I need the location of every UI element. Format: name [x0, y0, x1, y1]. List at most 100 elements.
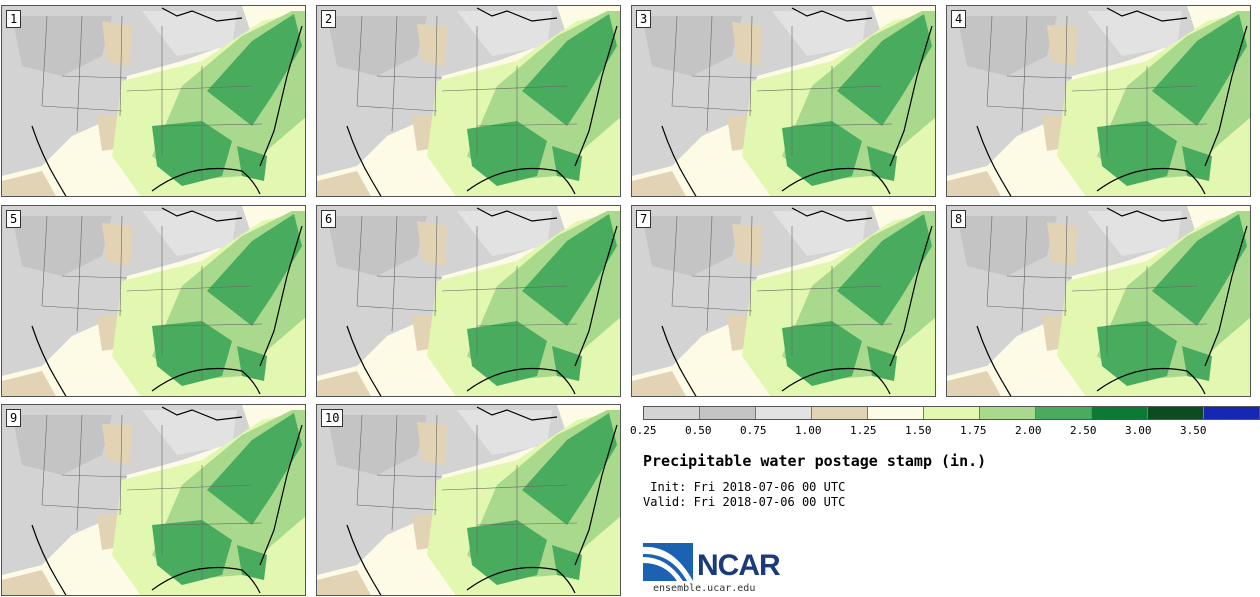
state-boundary — [41, 15, 48, 107]
panel-number: 3 — [636, 10, 652, 28]
moisture-patch — [947, 371, 1001, 396]
coastline — [161, 7, 243, 22]
state-boundary — [41, 305, 123, 312]
state-boundary — [356, 414, 363, 506]
coastline — [791, 7, 873, 22]
state-boundary — [119, 15, 123, 117]
dry-region — [1087, 211, 1182, 256]
state-boundary — [376, 474, 443, 478]
colorbar-segment — [867, 407, 923, 419]
coastline — [346, 524, 382, 595]
colorbar-segment — [699, 407, 755, 419]
coastline — [889, 25, 933, 167]
colorbar-tick-label: 0.75 — [740, 424, 767, 437]
state-boundary — [986, 215, 993, 307]
moisture-patch — [837, 214, 932, 326]
ncar-logo-text: NCAR — [697, 549, 781, 582]
moisture-patch — [632, 171, 686, 196]
moisture-patch — [102, 21, 132, 66]
moisture-patch — [102, 424, 132, 465]
coastline — [1204, 25, 1248, 167]
dry-region — [957, 216, 1057, 276]
state-boundary — [376, 275, 443, 279]
state-boundary — [161, 323, 263, 327]
coastline — [1106, 207, 1188, 222]
moisture-patch — [1152, 214, 1247, 326]
coastline — [1204, 225, 1248, 367]
coastline — [259, 424, 303, 566]
dry-region — [142, 410, 237, 455]
state-boundary — [41, 504, 123, 511]
colorbar-tick-label: 2.00 — [1015, 424, 1042, 437]
moisture-patch — [207, 14, 302, 126]
coastline — [346, 125, 382, 196]
coastline — [781, 368, 891, 395]
moisture-patch — [1182, 346, 1212, 381]
panel-number: 5 — [6, 210, 22, 228]
state-boundary — [356, 215, 363, 307]
colorbar-segment — [755, 407, 811, 419]
coastline — [151, 168, 261, 195]
state-boundary — [986, 105, 1068, 112]
state-boundary — [706, 215, 713, 332]
moisture-patch — [1097, 321, 1177, 386]
coastline — [476, 406, 558, 421]
moisture-patch — [152, 321, 232, 386]
state-boundary — [356, 504, 438, 511]
moisture-patch — [317, 570, 371, 595]
moisture-patch — [867, 346, 897, 381]
dry-region — [12, 415, 112, 475]
state-boundary — [41, 215, 48, 307]
stamp-panel: 2 — [316, 5, 621, 197]
state-boundary — [126, 285, 253, 292]
coastline — [466, 368, 576, 395]
moisture-patch — [522, 14, 617, 126]
coastline — [476, 7, 558, 22]
coastline — [161, 207, 243, 222]
coastline — [151, 368, 261, 395]
stamp-panel: 4 — [946, 5, 1251, 197]
state-boundary — [441, 285, 568, 292]
state-boundary — [161, 522, 263, 526]
colorbar-segment — [923, 407, 979, 419]
dry-region — [772, 211, 867, 256]
valid-time: Valid: Fri 2018-07-06 00 UTC — [643, 495, 846, 509]
dry-region — [142, 211, 237, 256]
coastline — [976, 325, 1012, 396]
coastline — [259, 25, 303, 167]
state-boundary — [76, 15, 83, 132]
coastline — [161, 406, 243, 421]
state-boundary — [434, 414, 438, 516]
colorbar-tick-label: 0.50 — [685, 424, 712, 437]
coastline — [781, 168, 891, 195]
stamp-panel: 6 — [316, 205, 621, 397]
moisture-patch — [552, 146, 582, 181]
state-boundary — [1021, 215, 1028, 332]
state-boundary — [76, 215, 83, 332]
state-boundary — [1106, 323, 1208, 327]
panel-number: 8 — [951, 210, 967, 228]
coastline — [1096, 168, 1206, 195]
init-time: Init: Fri 2018-07-06 00 UTC — [643, 480, 846, 494]
moisture-patch — [632, 371, 686, 396]
dry-region — [12, 216, 112, 276]
moisture-patch — [867, 146, 897, 181]
dry-region — [957, 16, 1057, 76]
state-boundary — [1064, 215, 1068, 317]
coastline — [151, 567, 261, 594]
coastline — [346, 325, 382, 396]
dry-region — [12, 16, 112, 76]
moisture-patch — [317, 371, 371, 396]
coastline — [889, 225, 933, 367]
panel-number: 10 — [321, 409, 344, 427]
moisture-patch — [467, 321, 547, 386]
state-boundary — [41, 105, 123, 112]
stamp-panel: 5 — [1, 205, 306, 397]
colorbar-segment — [1147, 407, 1203, 419]
coastline — [31, 524, 67, 595]
coastline — [259, 225, 303, 367]
moisture-patch — [522, 413, 617, 525]
state-boundary — [126, 85, 253, 92]
dry-region — [327, 16, 427, 76]
colorbar-tick-label: 1.25 — [850, 424, 877, 437]
